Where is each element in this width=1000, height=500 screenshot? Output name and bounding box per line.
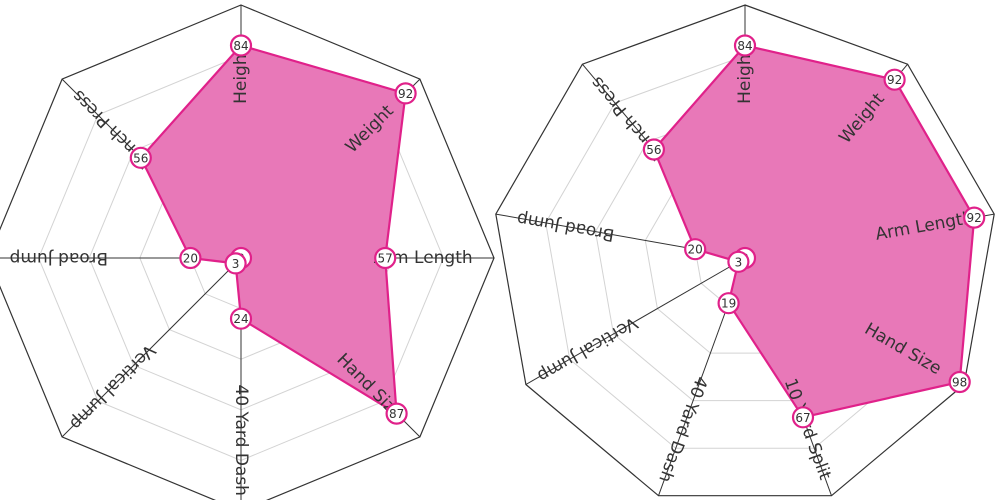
data-point-vertical-jump xyxy=(727,250,750,273)
axis-spoke-vertical-jump xyxy=(61,257,242,438)
data-label-broad-jump: 20 xyxy=(688,243,703,257)
data-point-weight xyxy=(394,82,417,105)
data-label-bench-press: 56 xyxy=(133,151,148,165)
data-label-bench-press: 56 xyxy=(646,143,661,157)
data-label-vertical-jump: 3 xyxy=(232,257,240,271)
axis-label-broad-jump: Broad Jump xyxy=(515,208,615,245)
data-point-height xyxy=(229,34,253,57)
data-label-broad-jump: 20 xyxy=(183,252,198,266)
data-label-10-yard-split: 67 xyxy=(795,411,810,425)
axis-label-height: Height xyxy=(735,47,755,104)
data-point-broad-jump xyxy=(179,246,202,270)
axis-label-40-yard-dash: 40 Yard Dash xyxy=(654,373,711,485)
data-point-arm-length xyxy=(963,206,986,229)
data-label-height: 84 xyxy=(737,39,752,53)
data-point-hand-size xyxy=(948,370,971,394)
data-point-bench-press xyxy=(642,138,666,161)
data-point-10-yard-split xyxy=(791,406,815,429)
series-area xyxy=(652,44,976,419)
data-label-weight: 92 xyxy=(887,73,902,87)
series-area xyxy=(139,44,407,415)
data-label-40-yard-dash: 19 xyxy=(721,297,736,311)
outer-ring xyxy=(0,4,495,500)
axis-label-vertical-jump: Vertical Jump xyxy=(65,340,158,433)
data-point-arm-length xyxy=(374,246,397,270)
data-point-broad-jump xyxy=(684,238,707,261)
data-label-vertical-jump: 3 xyxy=(735,255,743,269)
data-point-weight xyxy=(883,68,906,91)
axis-label-arm-length: Arm Length xyxy=(374,248,473,268)
data-label-hand-size: 87 xyxy=(389,407,404,421)
data-label-hand-size: 98 xyxy=(952,376,967,390)
data-point-40-yard-dash xyxy=(717,292,740,315)
data-point-bench-press xyxy=(129,146,152,169)
data-point-vertical-jump xyxy=(224,252,247,275)
axis-label-height: Height xyxy=(231,47,251,104)
data-point-hand-size xyxy=(385,402,408,425)
axis-label-40-yard-dash: 40 Yard Dash xyxy=(231,384,251,496)
data-label-height: 84 xyxy=(233,39,248,53)
data-label-weight: 92 xyxy=(398,87,413,101)
data-point-40-yard-dash xyxy=(229,307,253,330)
axis-label-vertical-jump: Vertical Jump xyxy=(534,312,641,385)
axis-spoke-vertical-jump xyxy=(525,257,746,385)
data-label-40-yard-dash: 24 xyxy=(233,312,248,326)
axis-label-broad-jump: Broad Jump xyxy=(10,248,108,268)
data-point-height xyxy=(733,34,757,57)
data-label-arm-length: 92 xyxy=(967,211,982,225)
outer-ring xyxy=(495,4,995,497)
data-label-arm-length: 57 xyxy=(378,252,393,266)
